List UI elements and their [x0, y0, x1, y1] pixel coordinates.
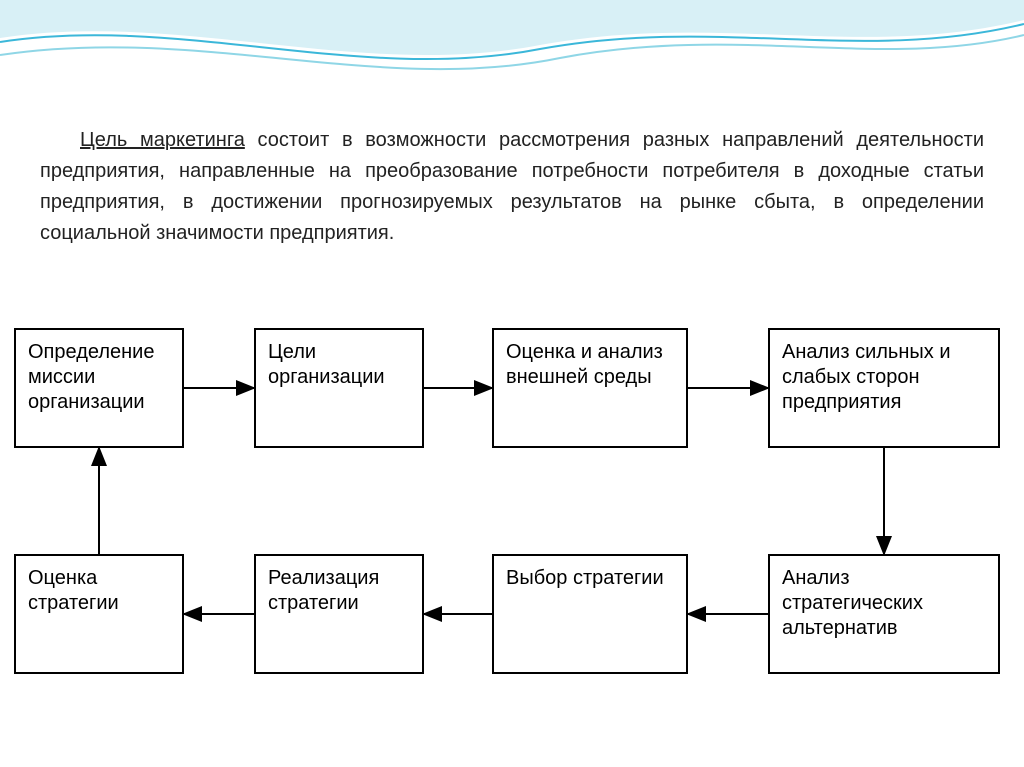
flowchart-node: Цели организации: [254, 328, 424, 448]
flowchart-node: Оценка и анализ внешней среды: [492, 328, 688, 448]
flowchart-node: Выбор стратегии: [492, 554, 688, 674]
flowchart: Определение миссии организации Цели орган…: [0, 0, 1024, 767]
flowchart-node: Анализ стратегических альтернатив: [768, 554, 1000, 674]
flowchart-node: Реализация стратегии: [254, 554, 424, 674]
flowchart-node: Определение миссии организации: [14, 328, 184, 448]
flowchart-node: Оценка стратегии: [14, 554, 184, 674]
flowchart-node: Анализ сильных и слабых сторон предприят…: [768, 328, 1000, 448]
